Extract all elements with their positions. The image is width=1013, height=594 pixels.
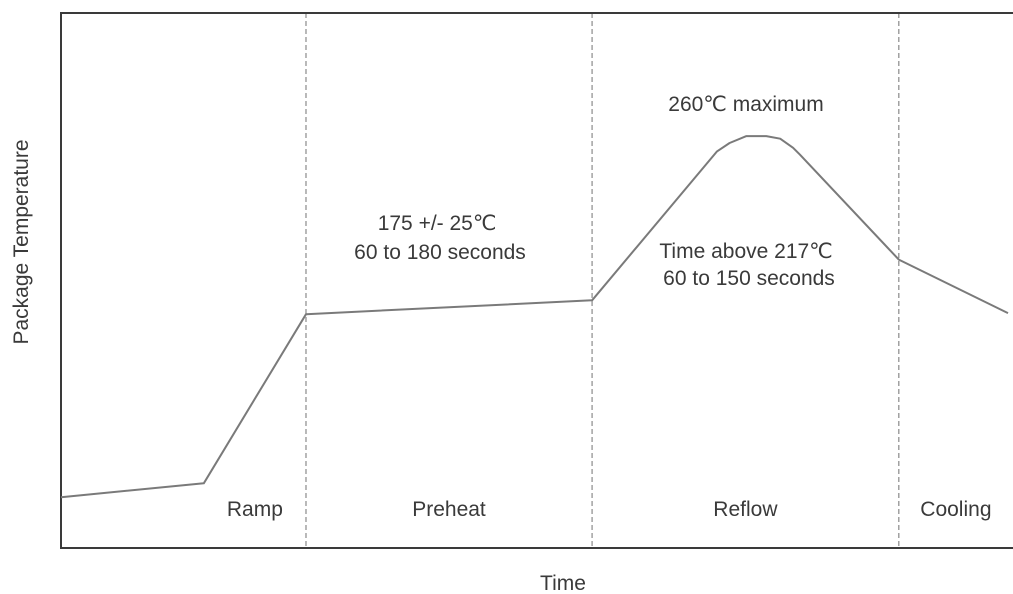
tal-annotation-line-1: Time above 217℃ <box>659 240 832 263</box>
phase-dividers <box>305 13 900 548</box>
peak-annotation: 260℃ maximum <box>668 93 823 116</box>
temperature-curve <box>60 135 1009 499</box>
tal-annotation-line-2: 60 to 150 seconds <box>663 267 835 290</box>
temperature-curve-layer <box>60 135 1009 499</box>
peak-annotation-line-1: 260℃ maximum <box>668 93 823 116</box>
phase-label-reflow: Reflow <box>713 498 778 521</box>
y-axis-label: Package Temperature <box>10 139 33 344</box>
tal-annotation: Time above 217℃ 60 to 150 seconds <box>659 240 838 290</box>
chart-annotations: 175 +/- 25℃ 60 to 180 seconds 260℃ maxim… <box>354 93 838 290</box>
preheat-annotation-line-1: 175 +/- 25℃ <box>378 212 497 235</box>
phase-labels: Ramp Preheat Reflow Cooling <box>227 498 992 521</box>
x-axis-label: Time <box>540 572 586 594</box>
phase-label-preheat: Preheat <box>412 498 486 521</box>
preheat-annotation-line-2: 60 to 180 seconds <box>354 241 526 264</box>
preheat-annotation: 175 +/- 25℃ 60 to 180 seconds <box>354 212 526 264</box>
chart-axes <box>60 12 1013 549</box>
phase-label-cooling: Cooling <box>920 498 991 521</box>
phase-label-ramp: Ramp <box>227 498 283 521</box>
